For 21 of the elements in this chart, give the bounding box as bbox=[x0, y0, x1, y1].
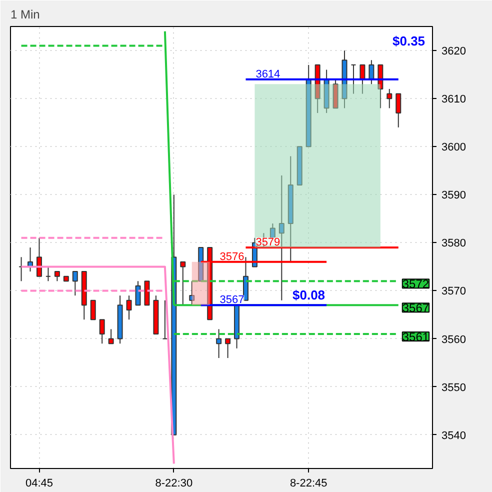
y-tick-label: 3550 bbox=[442, 382, 466, 394]
data-label: 3567 bbox=[402, 301, 430, 316]
data-label: 3579 bbox=[256, 236, 280, 248]
data-label: 3576 bbox=[220, 250, 244, 263]
x-tick-label: 8-22:30 bbox=[155, 478, 193, 490]
data-label: 3614 bbox=[256, 68, 280, 80]
y-tick-label: 3580 bbox=[442, 238, 466, 250]
chart-title: 1 Min bbox=[10, 8, 40, 22]
data-label: 3572 bbox=[402, 277, 430, 292]
x-tick-label: 04:45 bbox=[25, 478, 53, 490]
x-tick-label: 8-22:45 bbox=[290, 478, 328, 490]
y-tick-label: 3620 bbox=[442, 46, 466, 58]
y-tick-label: 3540 bbox=[442, 430, 466, 442]
y-tick-label: 3570 bbox=[442, 286, 466, 298]
y-tick-label: 3600 bbox=[442, 142, 466, 154]
y-tick-label: 3560 bbox=[442, 334, 466, 346]
annotation: $0.08 bbox=[292, 288, 326, 302]
y-tick-label: 3610 bbox=[442, 94, 466, 106]
y-tick-label: 3590 bbox=[442, 190, 466, 202]
data-label: 3567 bbox=[220, 294, 244, 306]
annotation: $0.35 bbox=[392, 34, 426, 48]
